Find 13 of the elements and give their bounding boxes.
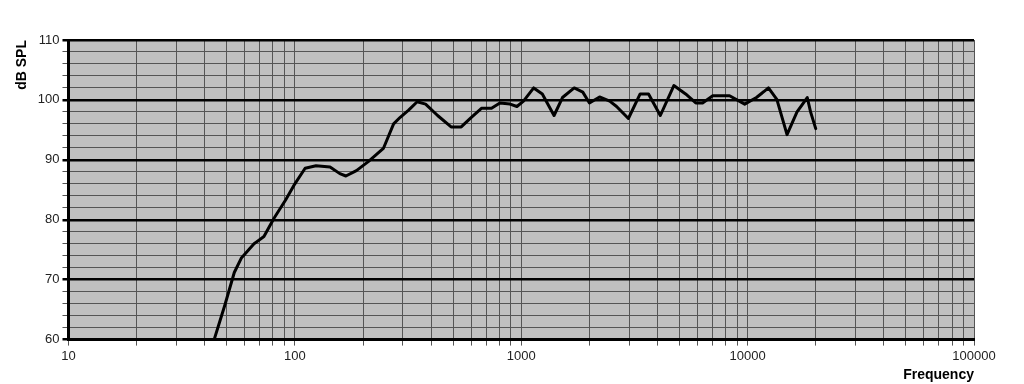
x-axis-title: Frequency	[903, 366, 975, 383]
x-tick-label: 100	[284, 347, 306, 363]
y-tick-label: 110	[38, 31, 60, 47]
x-tick-label: 10000	[729, 347, 766, 363]
x-tick-label: 1000	[506, 347, 536, 363]
y-tick-label: 90	[45, 151, 60, 167]
y-axis-title: dB SPL	[13, 39, 30, 90]
y-tick-label: 70	[45, 271, 60, 287]
y-tick-label: 100	[37, 91, 60, 107]
x-tick-label: 10	[61, 347, 76, 363]
y-tick-label: 80	[45, 211, 60, 227]
x-tick-label: 100000	[952, 347, 996, 363]
y-tick-label: 60	[45, 331, 60, 347]
